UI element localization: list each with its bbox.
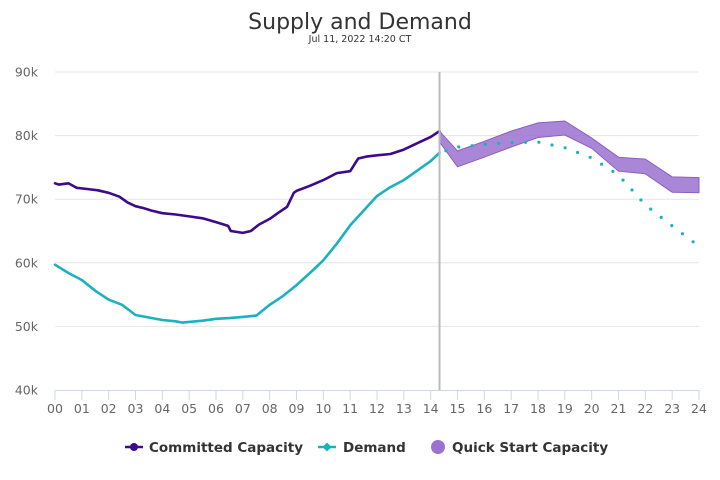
x-tick-label: 00 [47, 401, 63, 416]
demand-forecast-point [611, 169, 615, 173]
legend-circle-icon [431, 440, 445, 454]
x-tick-label: 03 [128, 401, 144, 416]
demand-forecast-point [497, 141, 501, 146]
demand-forecast-point [630, 188, 634, 192]
chart-subtitle: Jul 11, 2022 14:20 CT [308, 34, 412, 45]
demand-forecast-point [523, 140, 528, 144]
x-tick-label: 12 [369, 401, 385, 416]
x-tick-label: 05 [181, 401, 197, 416]
legend: Committed Capacity Demand Quick Start Capa… [125, 440, 608, 456]
x-tick-label: 13 [396, 401, 412, 416]
legend-label: Quick Start Capacity [452, 440, 608, 456]
x-tick-label: 04 [154, 401, 170, 416]
demand-forecast-point [639, 198, 643, 202]
demand-forecast-point [691, 240, 695, 244]
x-tick-label: 19 [557, 401, 573, 416]
demand-forecast-point [621, 178, 625, 182]
legend-diamond-icon [322, 442, 332, 452]
x-tick-label: 14 [423, 401, 439, 416]
y-tick-label: 60k [15, 255, 39, 270]
quick-start-capacity-band [439, 120, 700, 194]
demand-forecast-point [600, 162, 604, 166]
demand-forecast-point [649, 207, 653, 211]
demand-forecast-point [457, 145, 461, 149]
x-tick-label: 23 [664, 401, 680, 416]
x-tick-label: 15 [450, 401, 466, 416]
demand-forecast-point [588, 155, 592, 159]
x-tick-label: 11 [342, 401, 358, 416]
x-tick-label: 01 [74, 401, 90, 416]
x-tick-label: 07 [235, 401, 251, 416]
demand-line [53, 151, 441, 324]
y-tick-label: 40k [15, 383, 39, 398]
x-tick-label: 16 [476, 401, 492, 416]
quick-start-band-layer [439, 120, 700, 194]
x-tick-label: 17 [503, 401, 519, 416]
demand-forecast-point [470, 144, 474, 148]
legend-item-quick-start-capacity[interactable]: Quick Start Capacity [431, 440, 608, 456]
x-tick-label: 10 [315, 401, 331, 416]
demand-forecast-point [444, 149, 448, 153]
demand-forecast-point [537, 140, 541, 144]
y-tick-label: 70k [15, 192, 39, 207]
demand-forecast-point [550, 143, 554, 147]
demand-forecast-point [670, 224, 674, 228]
x-tick-label: 08 [262, 401, 278, 416]
legend-label: Committed Capacity [149, 440, 303, 456]
x-tick-label: 21 [611, 401, 627, 416]
legend-dot-icon [130, 443, 138, 451]
y-axis-labels: 40k 50k 60k 70k 80k 90k [15, 65, 39, 398]
demand-forecast-point [576, 150, 580, 155]
x-axis: 00 01 02 03 04 05 06 07 08 09 10 11 12 13 14 15 16 17 18 19… [47, 390, 707, 416]
y-tick-label: 90k [15, 65, 39, 80]
x-tick-label: 22 [637, 401, 653, 416]
demand-forecast-point [680, 232, 685, 236]
gridlines [55, 71, 699, 327]
x-tick-label: 02 [101, 401, 117, 416]
chart-title: Supply and Demand [248, 10, 472, 35]
series-layer [53, 129, 695, 324]
demand-forecast-point [659, 215, 663, 219]
x-tick-label: 20 [584, 401, 600, 416]
legend-item-committed-capacity[interactable]: Committed Capacity [125, 440, 303, 456]
x-tick-label: 18 [530, 401, 546, 416]
x-tick-label: 24 [691, 401, 707, 416]
demand-forecast-series [444, 140, 695, 244]
y-tick-label: 80k [15, 128, 39, 143]
x-tick-label: 09 [289, 401, 305, 416]
demand-forecast-point [510, 141, 514, 145]
legend-item-demand[interactable]: Demand [318, 440, 406, 456]
legend-label: Demand [343, 440, 406, 456]
y-tick-label: 50k [15, 319, 39, 334]
demand-forecast-point [563, 146, 567, 150]
demand-forecast-point [483, 142, 487, 146]
committed-capacity-line [53, 129, 441, 235]
x-tick-label: 06 [208, 401, 224, 416]
